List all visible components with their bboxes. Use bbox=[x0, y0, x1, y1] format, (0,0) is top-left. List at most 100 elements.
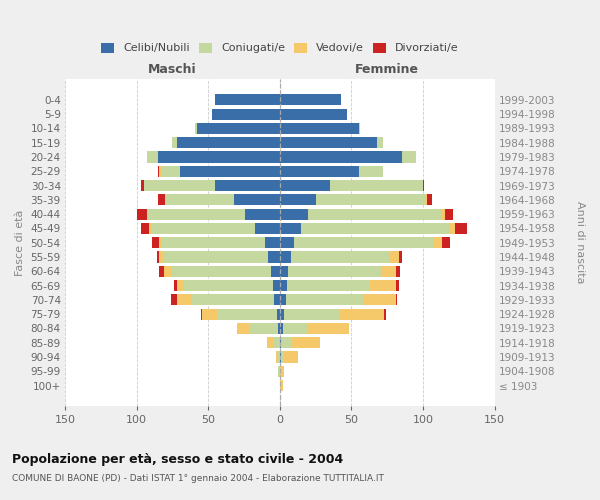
Bar bbox=[280, 137, 377, 148]
Bar bbox=[267, 337, 272, 348]
Bar bbox=[278, 323, 280, 334]
Bar bbox=[389, 252, 398, 262]
Bar bbox=[280, 108, 347, 120]
Bar bbox=[308, 323, 349, 334]
Bar bbox=[396, 280, 398, 291]
Bar bbox=[316, 194, 426, 205]
Bar bbox=[364, 294, 396, 306]
Bar bbox=[164, 266, 171, 277]
Text: Maschi: Maschi bbox=[148, 63, 197, 76]
Bar bbox=[280, 223, 301, 234]
Bar bbox=[291, 337, 320, 348]
Bar bbox=[359, 123, 360, 134]
Bar bbox=[176, 294, 191, 306]
Bar bbox=[172, 137, 176, 148]
Bar bbox=[280, 323, 283, 334]
Text: Popolazione per età, sesso e stato civile - 2004: Popolazione per età, sesso e stato civil… bbox=[12, 452, 343, 466]
Bar bbox=[237, 323, 250, 334]
Bar bbox=[427, 194, 431, 205]
Bar bbox=[281, 337, 291, 348]
Bar bbox=[201, 308, 202, 320]
Bar bbox=[382, 266, 396, 277]
Bar bbox=[152, 237, 160, 248]
Bar bbox=[146, 152, 158, 162]
Bar bbox=[272, 337, 280, 348]
Bar bbox=[160, 266, 164, 277]
Bar bbox=[217, 308, 277, 320]
Bar bbox=[280, 166, 359, 177]
Bar bbox=[442, 237, 450, 248]
Bar bbox=[137, 208, 146, 220]
Text: Femmine: Femmine bbox=[355, 63, 419, 76]
Bar bbox=[445, 208, 453, 220]
Bar bbox=[308, 208, 442, 220]
Bar bbox=[284, 308, 338, 320]
Bar bbox=[191, 294, 274, 306]
Bar bbox=[280, 208, 308, 220]
Bar bbox=[280, 294, 286, 306]
Bar bbox=[245, 208, 280, 220]
Legend: Celibi/Nubili, Coniugati/e, Vedovi/e, Divorziati/e: Celibi/Nubili, Coniugati/e, Vedovi/e, Di… bbox=[101, 42, 458, 54]
Bar bbox=[294, 237, 433, 248]
Bar bbox=[338, 308, 385, 320]
Bar bbox=[426, 194, 427, 205]
Bar bbox=[174, 280, 176, 291]
Bar bbox=[280, 123, 359, 134]
Y-axis label: Anni di nascita: Anni di nascita bbox=[575, 202, 585, 284]
Bar bbox=[144, 180, 215, 191]
Bar bbox=[280, 152, 401, 162]
Bar bbox=[280, 180, 330, 191]
Bar bbox=[280, 308, 284, 320]
Bar bbox=[171, 294, 176, 306]
Bar bbox=[278, 366, 280, 377]
Bar bbox=[212, 108, 280, 120]
Bar bbox=[277, 308, 280, 320]
Bar bbox=[385, 308, 386, 320]
Bar bbox=[396, 266, 400, 277]
Bar bbox=[160, 252, 164, 262]
Bar bbox=[158, 194, 165, 205]
Bar bbox=[176, 137, 280, 148]
Bar bbox=[146, 208, 148, 220]
Bar bbox=[286, 294, 364, 306]
Bar bbox=[423, 180, 424, 191]
Bar bbox=[265, 237, 280, 248]
Bar bbox=[141, 223, 149, 234]
Bar bbox=[184, 280, 272, 291]
Bar bbox=[291, 252, 389, 262]
Bar bbox=[158, 152, 280, 162]
Text: COMUNE DI BAONE (PD) - Dati ISTAT 1° gennaio 2004 - Elaborazione TUTTITALIA.IT: COMUNE DI BAONE (PD) - Dati ISTAT 1° gen… bbox=[12, 474, 384, 483]
Bar bbox=[433, 237, 442, 248]
Bar bbox=[330, 180, 423, 191]
Bar bbox=[398, 252, 401, 262]
Bar bbox=[377, 137, 383, 148]
Bar bbox=[280, 366, 284, 377]
Bar bbox=[196, 123, 197, 134]
Bar bbox=[163, 237, 265, 248]
Bar bbox=[164, 252, 268, 262]
Bar bbox=[289, 266, 382, 277]
Bar bbox=[176, 280, 184, 291]
Bar bbox=[283, 323, 308, 334]
Bar bbox=[442, 208, 445, 220]
Bar bbox=[277, 352, 280, 362]
Bar bbox=[280, 380, 283, 391]
Bar bbox=[274, 294, 280, 306]
Bar bbox=[158, 166, 160, 177]
Bar bbox=[280, 352, 281, 362]
Bar bbox=[280, 94, 341, 106]
Bar bbox=[165, 194, 234, 205]
Bar bbox=[272, 280, 280, 291]
Bar bbox=[396, 294, 397, 306]
Bar bbox=[449, 223, 455, 234]
Bar bbox=[301, 223, 449, 234]
Bar bbox=[202, 308, 217, 320]
Bar bbox=[148, 208, 245, 220]
Bar bbox=[280, 252, 291, 262]
Bar bbox=[152, 223, 256, 234]
Bar bbox=[149, 223, 152, 234]
Y-axis label: Fasce di età: Fasce di età bbox=[15, 210, 25, 276]
Bar bbox=[268, 252, 280, 262]
Bar bbox=[401, 152, 416, 162]
Bar bbox=[234, 194, 280, 205]
